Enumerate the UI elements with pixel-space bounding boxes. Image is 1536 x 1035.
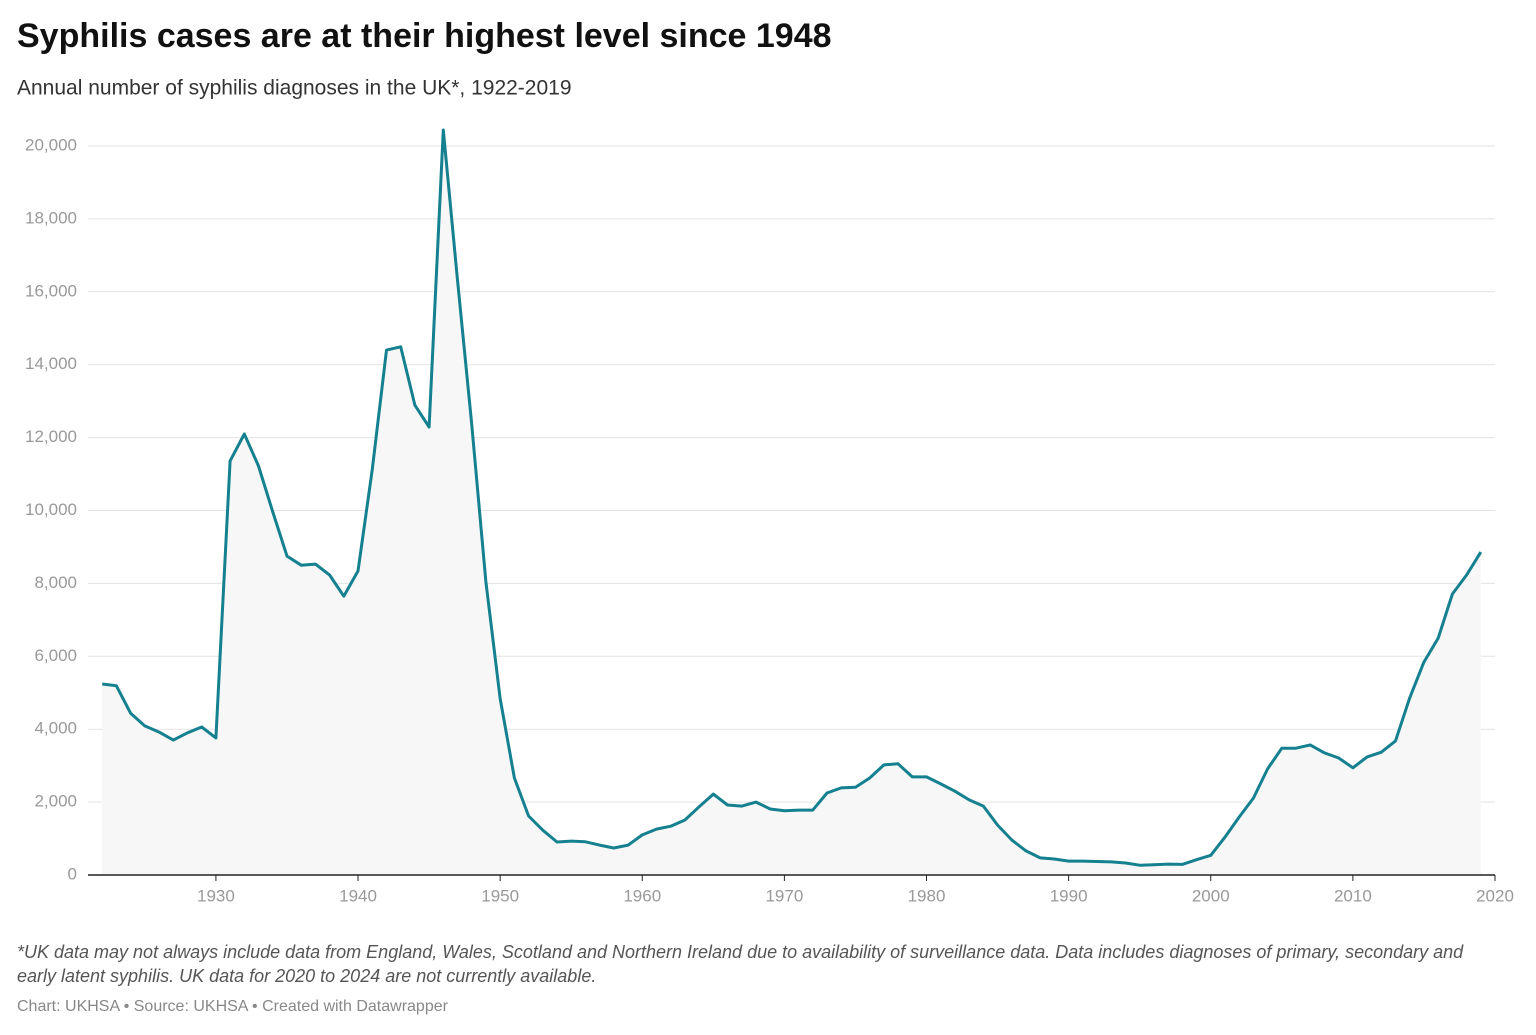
line [102, 128, 1483, 867]
y-tick-label: 18,000 [25, 208, 77, 227]
x-tick-label: 1950 [481, 886, 519, 905]
y-tick-label: 4,000 [34, 719, 77, 738]
y-tick-label: 2,000 [34, 792, 77, 811]
x-tick-label: 1940 [339, 886, 377, 905]
y-tick-label: 12,000 [25, 427, 77, 446]
chart-title: Syphilis cases are at their highest leve… [17, 17, 832, 55]
y-tick-label: 8,000 [34, 573, 77, 592]
y-tick-label: 6,000 [34, 646, 77, 665]
x-tick-label: 1930 [197, 886, 235, 905]
note-box: *UK data may not always include data fro… [17, 942, 1464, 986]
x-tick-label: 2010 [1334, 886, 1372, 905]
x-tick-label: 2020 [1476, 886, 1514, 905]
note: *UK data may not always include data fro… [17, 942, 1464, 986]
y-tick-label: 14,000 [25, 354, 77, 373]
area [102, 130, 1481, 875]
y-tick-label: 10,000 [25, 500, 77, 519]
x-tick-label: 2000 [1192, 886, 1230, 905]
y-tick-label: 16,000 [25, 281, 77, 300]
x-tick-label: 1990 [1050, 886, 1088, 905]
x-tick-label: 1960 [623, 886, 661, 905]
y-tick-label: 0 [68, 864, 77, 883]
x-tick-label: 1980 [908, 886, 946, 905]
credits: Chart: UKHSA • Source: UKHSA • Created w… [17, 998, 449, 1015]
chart-subtitle: Annual number of syphilis diagnoses in t… [17, 77, 572, 100]
x-tick-label: 1970 [765, 886, 803, 905]
y-tick-label: 20,000 [25, 135, 77, 154]
